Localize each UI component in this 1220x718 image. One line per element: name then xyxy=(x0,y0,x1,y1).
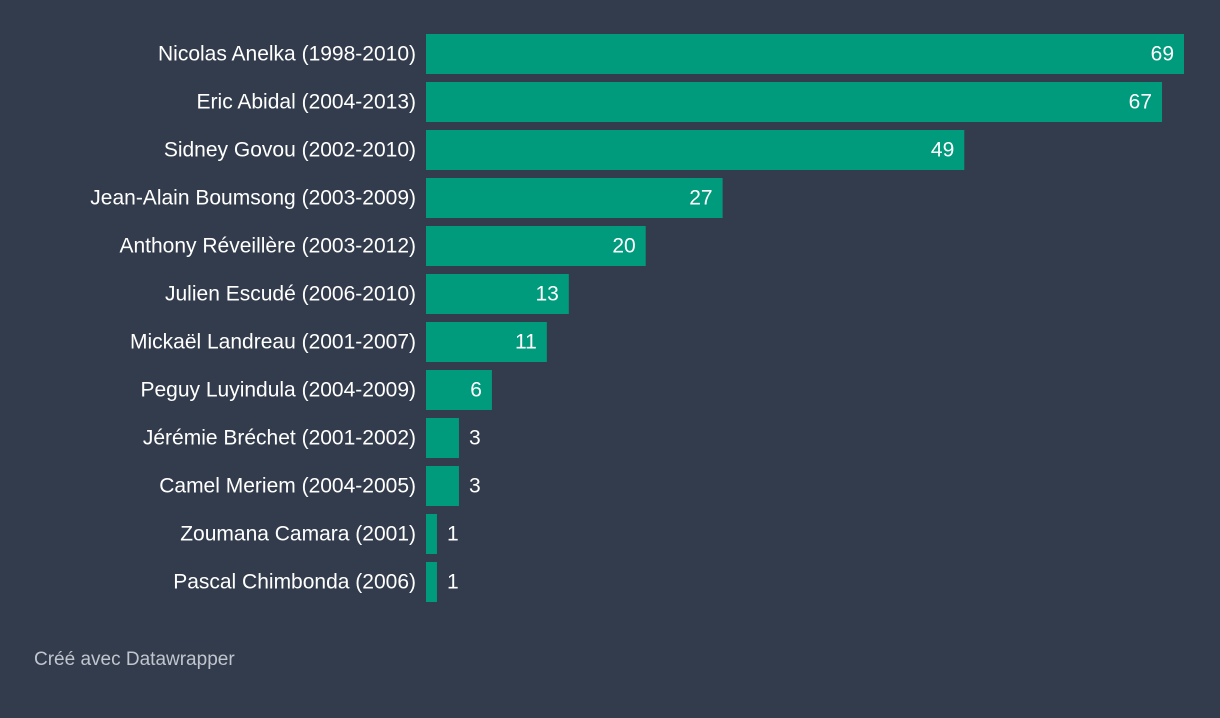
bar xyxy=(426,562,437,602)
category-label: Zoumana Camara (2001) xyxy=(180,523,416,546)
category-label: Jean-Alain Boumsong (2003-2009) xyxy=(90,187,416,210)
category-label: Sidney Govou (2002-2010) xyxy=(164,139,416,162)
bar-row: Mickaël Landreau (2001-2007) 11 xyxy=(130,322,547,362)
bar-row: Anthony Réveillère (2003-2012) 20 xyxy=(119,226,646,266)
value-label: 1 xyxy=(447,523,459,546)
bar-row: Sidney Govou (2002-2010) 49 xyxy=(164,130,965,170)
value-label: 20 xyxy=(612,235,635,258)
bar-row: Camel Meriem (2004-2005) 3 xyxy=(159,466,481,506)
value-label: 1 xyxy=(447,571,459,594)
bar xyxy=(426,130,965,170)
value-label: 67 xyxy=(1129,91,1152,114)
bar-row: Zoumana Camara (2001) 1 xyxy=(180,514,459,554)
value-label: 49 xyxy=(931,139,954,162)
bar-row: Eric Abidal (2004-2013) 67 xyxy=(197,82,1163,122)
category-label: Mickaël Landreau (2001-2007) xyxy=(130,331,416,354)
bar xyxy=(426,370,492,410)
bar xyxy=(426,514,437,554)
value-label: 69 xyxy=(1151,43,1174,66)
value-label: 27 xyxy=(689,187,712,210)
bar-row: Julien Escudé (2006-2010) 13 xyxy=(165,274,569,314)
bar xyxy=(426,82,1163,122)
bar xyxy=(426,34,1184,74)
bar-row: Jérémie Bréchet (2001-2002) 3 xyxy=(143,418,481,458)
category-label: Pascal Chimbonda (2006) xyxy=(173,571,416,594)
bar-row: Pascal Chimbonda (2006) 1 xyxy=(173,562,459,602)
category-label: Eric Abidal (2004-2013) xyxy=(197,91,416,114)
category-label: Camel Meriem (2004-2005) xyxy=(159,475,416,498)
bar-row: Peguy Luyindula (2004-2009) 6 xyxy=(140,370,492,410)
bar xyxy=(426,178,723,218)
bar-row: Jean-Alain Boumsong (2003-2009) 27 xyxy=(90,178,723,218)
category-label: Jérémie Bréchet (2001-2002) xyxy=(143,427,416,450)
value-label: 3 xyxy=(469,475,481,498)
value-label: 3 xyxy=(469,427,481,450)
value-label: 6 xyxy=(470,379,482,402)
bar xyxy=(426,466,459,506)
bar xyxy=(426,274,569,314)
category-label: Julien Escudé (2006-2010) xyxy=(165,283,416,306)
category-label: Anthony Réveillère (2003-2012) xyxy=(119,235,416,258)
bar xyxy=(426,322,547,362)
bar-row: Nicolas Anelka (1998-2010) 69 xyxy=(158,34,1184,74)
category-label: Peguy Luyindula (2004-2009) xyxy=(140,379,416,402)
value-label: 11 xyxy=(515,331,537,354)
value-label: 13 xyxy=(535,283,558,306)
category-label: Nicolas Anelka (1998-2010) xyxy=(158,43,416,66)
bar xyxy=(426,418,459,458)
bar xyxy=(426,226,646,266)
footer-credit: Créé avec Datawrapper xyxy=(34,649,235,670)
